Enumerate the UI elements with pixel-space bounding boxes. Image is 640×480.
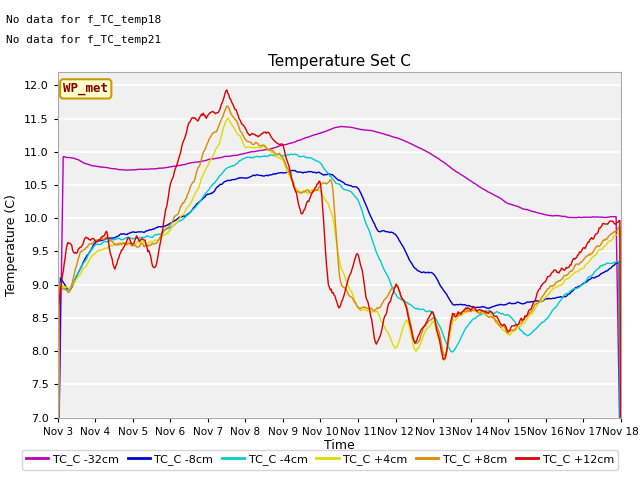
- TC_C +12cm: [479, 308, 486, 313]
- Line: TC_C +8cm: TC_C +8cm: [58, 106, 621, 480]
- Line: TC_C +12cm: TC_C +12cm: [58, 90, 621, 480]
- TC_C +4cm: [479, 310, 486, 316]
- TC_C +8cm: [431, 317, 438, 323]
- TC_C -4cm: [198, 195, 206, 201]
- TC_C -4cm: [479, 311, 486, 316]
- TC_C +12cm: [431, 316, 438, 322]
- X-axis label: Time: Time: [324, 439, 355, 453]
- Legend: TC_C -32cm, TC_C -8cm, TC_C -4cm, TC_C +4cm, TC_C +8cm, TC_C +12cm: TC_C -32cm, TC_C -8cm, TC_C -4cm, TC_C +…: [22, 450, 618, 469]
- TC_C -8cm: [617, 467, 625, 473]
- TC_C -8cm: [479, 303, 486, 309]
- TC_C +12cm: [223, 87, 230, 93]
- TC_C +8cm: [198, 153, 206, 158]
- Line: TC_C +4cm: TC_C +4cm: [58, 119, 621, 480]
- Line: TC_C -8cm: TC_C -8cm: [58, 170, 621, 480]
- TC_C -8cm: [289, 168, 296, 173]
- TC_C +8cm: [617, 387, 625, 393]
- TC_C +8cm: [387, 288, 394, 293]
- TC_C +4cm: [310, 186, 317, 192]
- TC_C -4cm: [275, 151, 282, 157]
- TC_C -4cm: [154, 232, 161, 238]
- TC_C -8cm: [387, 229, 394, 235]
- TC_C +4cm: [198, 174, 206, 180]
- Text: No data for f_TC_temp21: No data for f_TC_temp21: [6, 34, 162, 45]
- TC_C +4cm: [154, 238, 161, 243]
- TC_C -32cm: [338, 124, 346, 130]
- TC_C -32cm: [308, 132, 316, 138]
- TC_C -8cm: [154, 225, 161, 230]
- TC_C +12cm: [617, 438, 625, 444]
- TC_C -8cm: [198, 196, 206, 202]
- TC_C -4cm: [387, 280, 394, 286]
- TC_C -8cm: [310, 170, 317, 176]
- Text: No data for f_TC_temp18: No data for f_TC_temp18: [6, 14, 162, 25]
- TC_C +12cm: [198, 112, 206, 118]
- TC_C +8cm: [223, 103, 230, 109]
- TC_C +12cm: [387, 299, 394, 304]
- TC_C -32cm: [387, 133, 394, 139]
- TC_C +12cm: [154, 257, 161, 263]
- TC_C -32cm: [154, 166, 161, 171]
- Line: TC_C -4cm: TC_C -4cm: [58, 154, 621, 480]
- TC_C +4cm: [224, 116, 232, 121]
- TC_C +8cm: [310, 188, 317, 194]
- TC_C +12cm: [310, 188, 317, 193]
- TC_C +4cm: [387, 335, 394, 341]
- Y-axis label: Temperature (C): Temperature (C): [5, 194, 19, 296]
- TC_C +8cm: [154, 239, 161, 245]
- TC_C -4cm: [431, 313, 438, 319]
- Line: TC_C -32cm: TC_C -32cm: [58, 127, 621, 480]
- Text: WP_met: WP_met: [63, 83, 108, 96]
- TC_C -32cm: [431, 153, 438, 159]
- TC_C -32cm: [198, 158, 206, 164]
- Title: Temperature Set C: Temperature Set C: [268, 54, 411, 70]
- TC_C +4cm: [617, 390, 625, 396]
- TC_C -4cm: [310, 156, 317, 162]
- TC_C -8cm: [431, 273, 438, 278]
- TC_C +8cm: [479, 309, 486, 314]
- TC_C -32cm: [479, 186, 486, 192]
- TC_C +4cm: [431, 321, 438, 327]
